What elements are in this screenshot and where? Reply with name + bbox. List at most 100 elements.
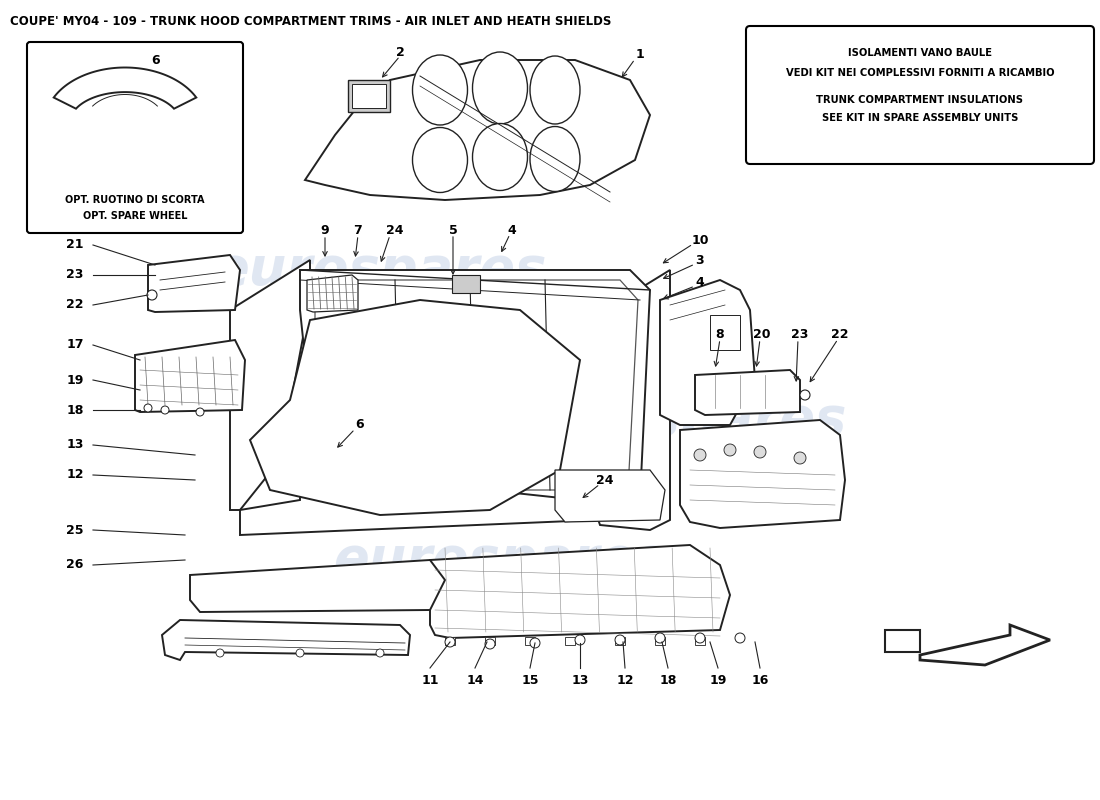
Circle shape <box>735 633 745 643</box>
Bar <box>654 637 666 645</box>
Text: 18: 18 <box>659 674 676 686</box>
Text: 4: 4 <box>695 275 704 289</box>
Bar <box>485 637 495 645</box>
Polygon shape <box>162 620 410 660</box>
Polygon shape <box>556 470 666 522</box>
Text: 24: 24 <box>596 474 614 486</box>
Text: 6: 6 <box>152 54 161 66</box>
Circle shape <box>615 635 625 645</box>
Text: 23: 23 <box>791 329 808 342</box>
Text: 13: 13 <box>571 674 588 686</box>
Polygon shape <box>135 340 245 412</box>
Ellipse shape <box>412 55 468 125</box>
Text: 5: 5 <box>449 223 458 237</box>
Text: 11: 11 <box>421 674 439 686</box>
Text: SEE KIT IN SPARE ASSEMBLY UNITS: SEE KIT IN SPARE ASSEMBLY UNITS <box>822 113 1019 123</box>
Polygon shape <box>230 260 310 510</box>
Polygon shape <box>148 255 240 312</box>
Text: eurospares: eurospares <box>514 394 847 446</box>
Text: 13: 13 <box>66 438 84 451</box>
Circle shape <box>147 290 157 300</box>
Polygon shape <box>680 420 845 528</box>
Polygon shape <box>660 280 755 425</box>
Text: 12: 12 <box>616 674 634 686</box>
Text: 25: 25 <box>66 523 84 537</box>
Text: VEDI KIT NEI COMPLESSIVI FORNITI A RICAMBIO: VEDI KIT NEI COMPLESSIVI FORNITI A RICAM… <box>785 68 1054 78</box>
Polygon shape <box>240 470 595 535</box>
Text: 18: 18 <box>66 403 84 417</box>
Text: 8: 8 <box>716 329 724 342</box>
Text: 9: 9 <box>321 223 329 237</box>
Bar <box>710 315 740 350</box>
Text: 19: 19 <box>66 374 84 386</box>
Text: 4: 4 <box>507 223 516 237</box>
Polygon shape <box>300 270 650 500</box>
Bar <box>446 637 455 645</box>
Ellipse shape <box>412 127 468 193</box>
Bar <box>615 637 625 645</box>
Circle shape <box>654 633 666 643</box>
Circle shape <box>575 635 585 645</box>
Text: OPT. RUOTINO DI SCORTA: OPT. RUOTINO DI SCORTA <box>65 195 205 205</box>
Text: 17: 17 <box>66 338 84 351</box>
FancyBboxPatch shape <box>28 42 243 233</box>
Text: 22: 22 <box>832 329 849 342</box>
Text: 24: 24 <box>386 223 404 237</box>
Text: 7: 7 <box>353 223 362 237</box>
Text: eurospares: eurospares <box>213 244 547 296</box>
Polygon shape <box>695 370 800 415</box>
Text: eurospares: eurospares <box>333 534 667 586</box>
Circle shape <box>694 449 706 461</box>
Bar <box>695 637 705 645</box>
Text: 3: 3 <box>695 254 704 266</box>
Circle shape <box>724 444 736 456</box>
Ellipse shape <box>530 126 580 191</box>
Circle shape <box>695 633 705 643</box>
Polygon shape <box>920 625 1050 665</box>
Bar <box>525 637 535 645</box>
Text: 22: 22 <box>66 298 84 311</box>
Polygon shape <box>250 300 580 515</box>
Text: 23: 23 <box>66 269 84 282</box>
Text: 2: 2 <box>396 46 405 58</box>
Text: OPT. SPARE WHEEL: OPT. SPARE WHEEL <box>82 211 187 221</box>
Text: 12: 12 <box>66 469 84 482</box>
Circle shape <box>754 446 766 458</box>
Polygon shape <box>595 270 670 530</box>
Ellipse shape <box>473 52 528 124</box>
Ellipse shape <box>530 56 580 124</box>
Text: 21: 21 <box>66 238 84 251</box>
Circle shape <box>800 390 810 400</box>
Bar <box>352 84 386 108</box>
Polygon shape <box>307 275 358 312</box>
Text: 16: 16 <box>751 674 769 686</box>
Bar <box>886 630 920 652</box>
Polygon shape <box>315 280 638 490</box>
Circle shape <box>794 452 806 464</box>
Circle shape <box>530 638 540 648</box>
Polygon shape <box>305 60 650 200</box>
Text: 15: 15 <box>521 674 539 686</box>
Text: 1: 1 <box>636 49 645 62</box>
Circle shape <box>161 406 169 414</box>
Circle shape <box>446 637 455 647</box>
Circle shape <box>296 649 304 657</box>
Text: 26: 26 <box>66 558 84 571</box>
Ellipse shape <box>473 123 528 190</box>
Text: 20: 20 <box>754 329 771 342</box>
Text: 6: 6 <box>355 418 364 431</box>
Text: 19: 19 <box>710 674 727 686</box>
Circle shape <box>376 649 384 657</box>
Text: COUPE' MY04 - 109 - TRUNK HOOD COMPARTMENT TRIMS - AIR INLET AND HEATH SHIELDS: COUPE' MY04 - 109 - TRUNK HOOD COMPARTME… <box>10 15 612 28</box>
Polygon shape <box>54 67 196 109</box>
Text: TRUNK COMPARTMENT INSULATIONS: TRUNK COMPARTMENT INSULATIONS <box>816 95 1023 105</box>
Text: 14: 14 <box>466 674 484 686</box>
Polygon shape <box>430 545 730 638</box>
Circle shape <box>144 404 152 412</box>
Circle shape <box>196 408 204 416</box>
Text: 10: 10 <box>691 234 708 246</box>
Polygon shape <box>190 560 446 612</box>
Bar <box>348 80 390 112</box>
Bar <box>565 637 575 645</box>
Bar <box>452 275 480 293</box>
